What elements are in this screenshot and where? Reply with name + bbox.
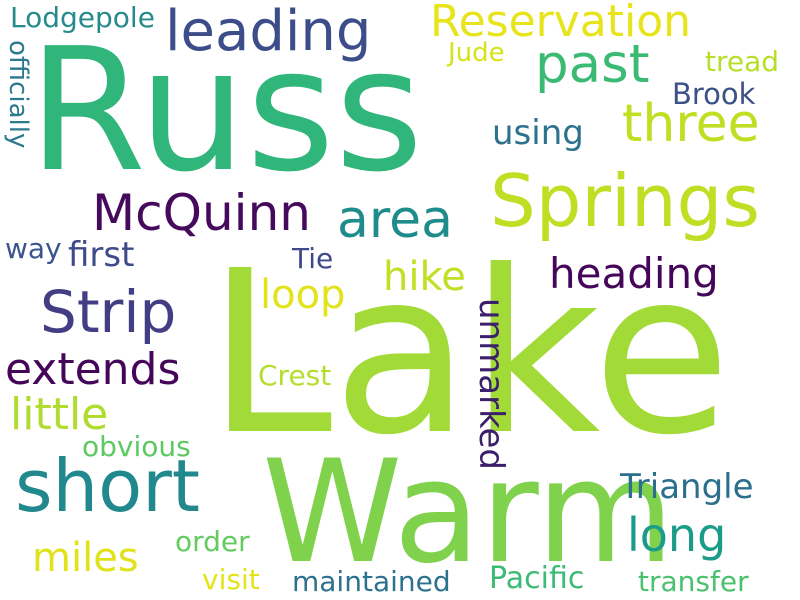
word-hike: hike <box>383 254 466 300</box>
word-using: using <box>492 113 584 153</box>
word-warm: Warm <box>262 430 675 595</box>
word-past: past <box>535 34 650 95</box>
word-miles: miles <box>32 535 139 581</box>
word-leading: leading <box>165 0 372 64</box>
word-russ: Russ <box>28 12 424 210</box>
word-triangle: Triangle <box>620 467 754 507</box>
word-pacific: Pacific <box>489 561 585 596</box>
word-reservation: Reservation <box>430 0 692 47</box>
word-springs: Springs <box>490 159 760 243</box>
word-area: area <box>337 190 453 250</box>
word-tread: tread <box>705 45 780 78</box>
word-first: first <box>68 235 135 275</box>
word-lake: Lake <box>207 223 731 485</box>
word-unmarked: unmarked <box>471 298 511 471</box>
word-obvious: obvious <box>82 430 191 463</box>
word-three: three <box>622 94 760 154</box>
word-lodgepole: Lodgepole <box>10 1 155 34</box>
word-transfer: transfer <box>638 565 749 598</box>
word-jude: Jude <box>448 38 505 68</box>
word-extends: extends <box>5 344 181 395</box>
word-crest: Crest <box>258 359 332 392</box>
word-short: short <box>15 444 201 528</box>
word-way: way <box>5 232 62 265</box>
word-tie: Tie <box>292 242 334 275</box>
word-loop: loop <box>260 272 346 318</box>
word-heading: heading <box>549 249 719 298</box>
word-strip: Strip <box>40 278 177 346</box>
word-officially: officially <box>3 40 33 149</box>
word-order: order <box>175 525 250 558</box>
word-visit: visit <box>202 563 260 596</box>
word-maintained: maintained <box>292 565 451 598</box>
word-little: little <box>10 389 109 440</box>
word-brook: Brook <box>672 77 756 111</box>
word-mcquinn: McQuinn <box>92 184 311 242</box>
word-long: long <box>627 508 727 562</box>
